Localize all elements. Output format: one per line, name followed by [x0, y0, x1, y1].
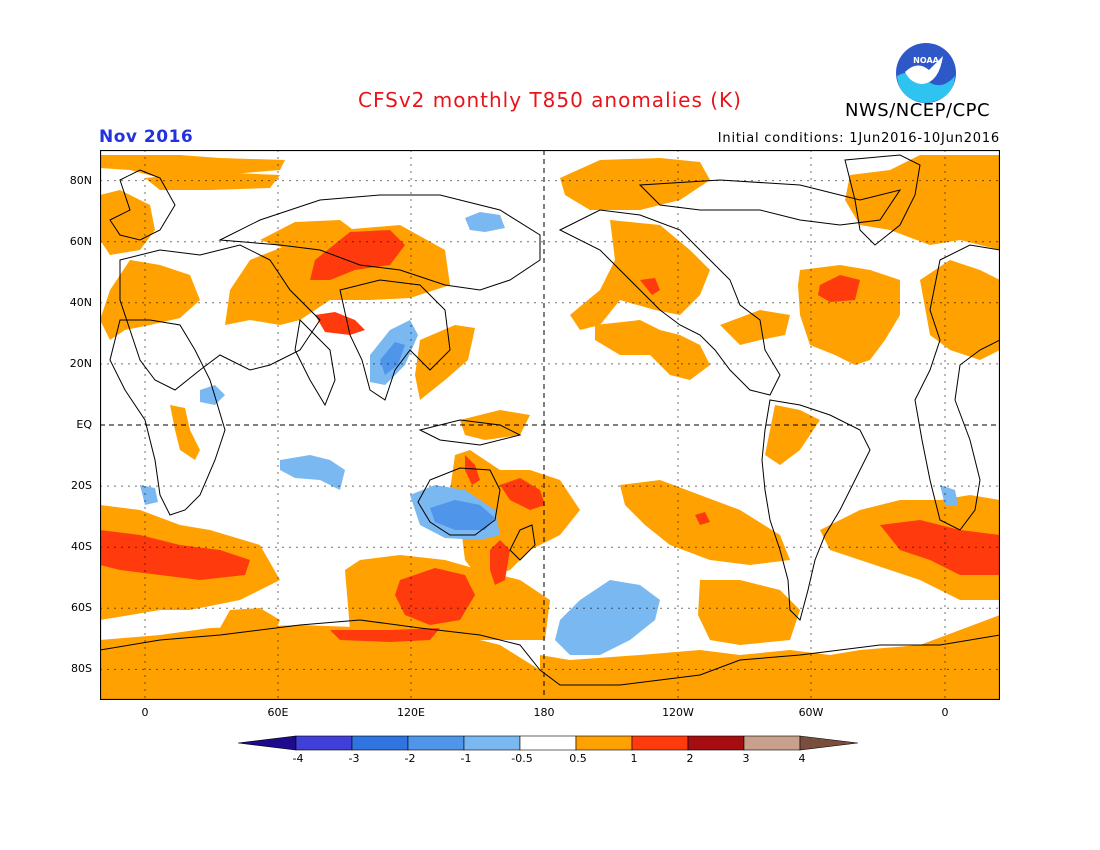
colorbar — [238, 735, 859, 751]
colorbar-label: 0.5 — [569, 752, 587, 765]
colorbar-label: 3 — [742, 752, 750, 765]
colorbar-segment — [743, 735, 801, 751]
lon-label-0-east: 0 — [941, 706, 949, 719]
colorbar-label: -1 — [460, 752, 472, 765]
graticule — [100, 150, 1000, 700]
anomaly-map — [100, 150, 1000, 700]
colorbar-segment — [351, 735, 409, 751]
lon-label-180: 180 — [533, 706, 555, 719]
colorbar-segment — [407, 735, 465, 751]
initial-conditions: Initial conditions: 1Jun2016-10Jun2016 — [717, 131, 1000, 146]
lat-label-60n: 60N — [69, 235, 92, 248]
colorbar-segment — [631, 735, 689, 751]
lon-label-60e: 60E — [267, 706, 289, 719]
colorbar-segment — [295, 735, 353, 751]
colorbar-label: -0.5 — [511, 752, 533, 765]
lat-label-eq: EQ — [76, 418, 92, 431]
colorbar-segment — [519, 735, 577, 751]
colorbar-label: 4 — [798, 752, 806, 765]
colorbar-segment — [238, 735, 297, 751]
lon-label-60w: 60W — [798, 706, 824, 719]
lon-label-0: 0 — [141, 706, 149, 719]
noaa-logo: NOAA — [896, 43, 956, 103]
coastlines — [100, 154, 1000, 686]
colorbar-label: -2 — [404, 752, 416, 765]
lat-label-20n: 20N — [69, 357, 92, 370]
strong-warm-regions — [100, 230, 1000, 642]
colorbar-segment — [687, 735, 745, 751]
colorbar-label: 1 — [630, 752, 638, 765]
logo-text: NOAA — [913, 56, 939, 65]
moderate-cool-regions — [380, 342, 495, 530]
chart-title: CFSv2 monthly T850 anomalies (K) — [358, 88, 742, 112]
colorbar-label: 2 — [686, 752, 694, 765]
lat-label-20s: 20S — [71, 479, 92, 492]
lat-label-60s: 60S — [71, 601, 92, 614]
lat-label-80s: 80S — [71, 662, 92, 675]
colorbar-label: -4 — [292, 752, 304, 765]
forecast-month: Nov 2016 — [99, 127, 194, 147]
map-frame — [100, 150, 1000, 700]
lon-label-120e: 120E — [397, 706, 425, 719]
colorbar-segment — [575, 735, 633, 751]
organization-label: NWS/NCEP/CPC — [845, 100, 991, 121]
lat-label-80n: 80N — [69, 174, 92, 187]
lat-label-40n: 40N — [69, 296, 92, 309]
lon-label-120w: 120W — [662, 706, 694, 719]
colorbar-segment — [463, 735, 521, 751]
colorbar-segment — [799, 735, 859, 751]
lat-label-40s: 40S — [71, 540, 92, 553]
colorbar-label: -3 — [348, 752, 360, 765]
equator-dateline — [100, 150, 1000, 700]
